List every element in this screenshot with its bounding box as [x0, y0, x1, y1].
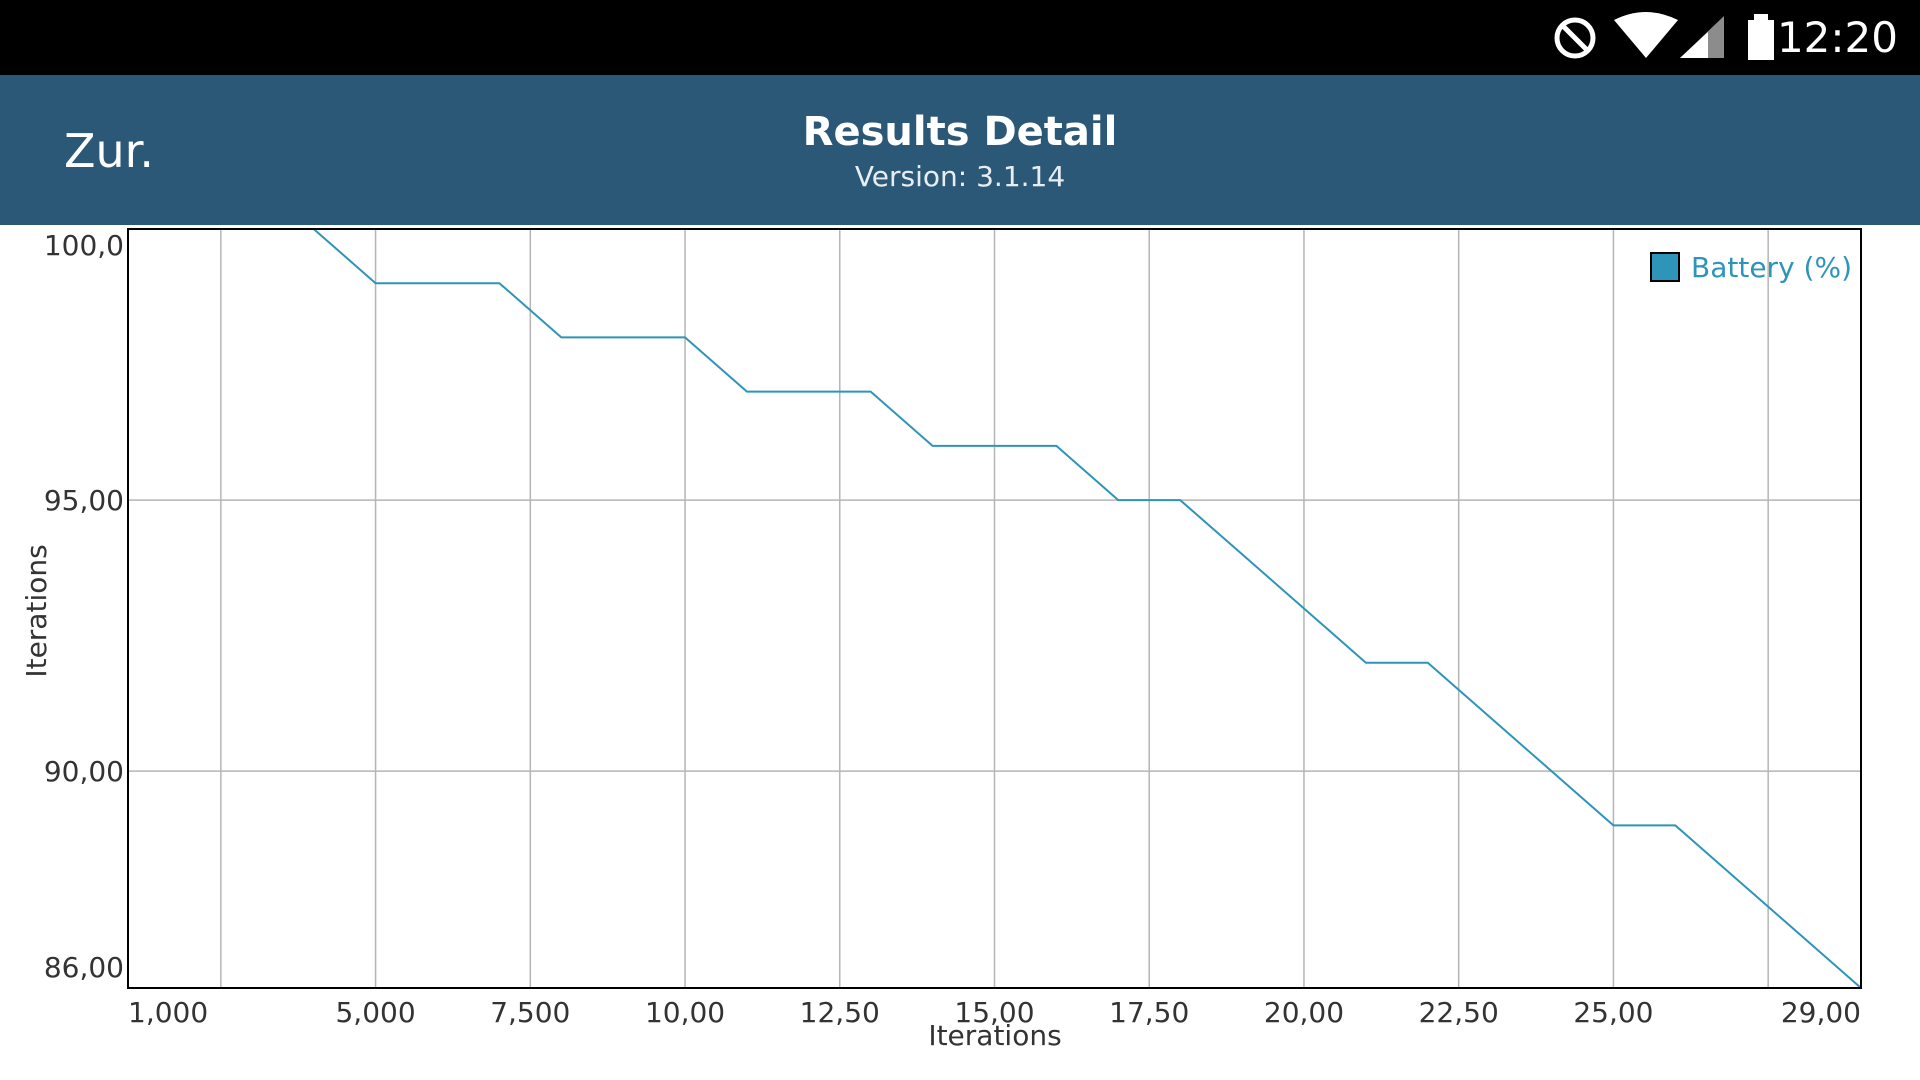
do-not-disturb-icon — [1554, 17, 1596, 59]
y-tick-labels: 100,0 95,00 90,00 86,00 — [44, 229, 124, 984]
x-tick-label: 20,00 — [1264, 996, 1344, 1029]
x-axis-title: Iterations — [928, 1019, 1061, 1052]
grid-lines — [128, 229, 1861, 988]
plot-frame — [127, 228, 1862, 989]
y-tick-label: 86,00 — [44, 951, 124, 984]
y-axis-title: Iterations — [20, 544, 53, 677]
status-time: 12:20 — [1776, 13, 1898, 62]
legend-swatch — [1650, 252, 1680, 282]
y-tick-label: 100,0 — [44, 229, 124, 262]
series-line-battery — [128, 228, 1862, 989]
app-bar: Zur. Results Detail Version: 3.1.14 — [0, 75, 1920, 225]
battery-icon — [1748, 14, 1774, 60]
x-tick-label: 5,000 — [335, 996, 415, 1029]
cellular-signal-icon — [1680, 16, 1724, 58]
x-tick-label: 25,00 — [1573, 996, 1653, 1029]
legend[interactable]: Battery (%) — [1650, 251, 1852, 284]
wifi-icon — [1614, 12, 1678, 58]
x-tick-label: 1,000 — [128, 996, 208, 1029]
series-layer — [128, 228, 1862, 989]
x-tick-labels: 1,000 5,000 7,500 10,00 12,50 15,00 17,50 20,00… — [128, 996, 1861, 1029]
title-block: Results Detail Version: 3.1.14 — [0, 107, 1920, 197]
y-tick-label: 95,00 — [44, 484, 124, 517]
x-tick-label: 12,50 — [800, 996, 880, 1029]
version-subtitle: Version: 3.1.14 — [854, 160, 1066, 193]
status-bar: 12:20 — [0, 0, 1920, 75]
x-tick-label: 7,500 — [490, 996, 570, 1029]
legend-label: Battery (%) — [1691, 251, 1852, 284]
x-tick-label: 17,50 — [1109, 996, 1189, 1029]
x-tick-label: 29,00 — [1781, 996, 1861, 1029]
back-button[interactable]: Zur. — [64, 124, 154, 178]
x-tick-label: 15,00 — [954, 996, 1034, 1029]
battery-line-chart: 1,000 5,000 7,500 10,00 12,50 15,00 17,50 20,00… — [20, 228, 1862, 1052]
x-tick-label: 22,50 — [1419, 996, 1499, 1029]
page-title: Results Detail — [802, 109, 1118, 155]
y-tick-label: 90,00 — [44, 755, 124, 788]
x-tick-label: 10,00 — [645, 996, 725, 1029]
